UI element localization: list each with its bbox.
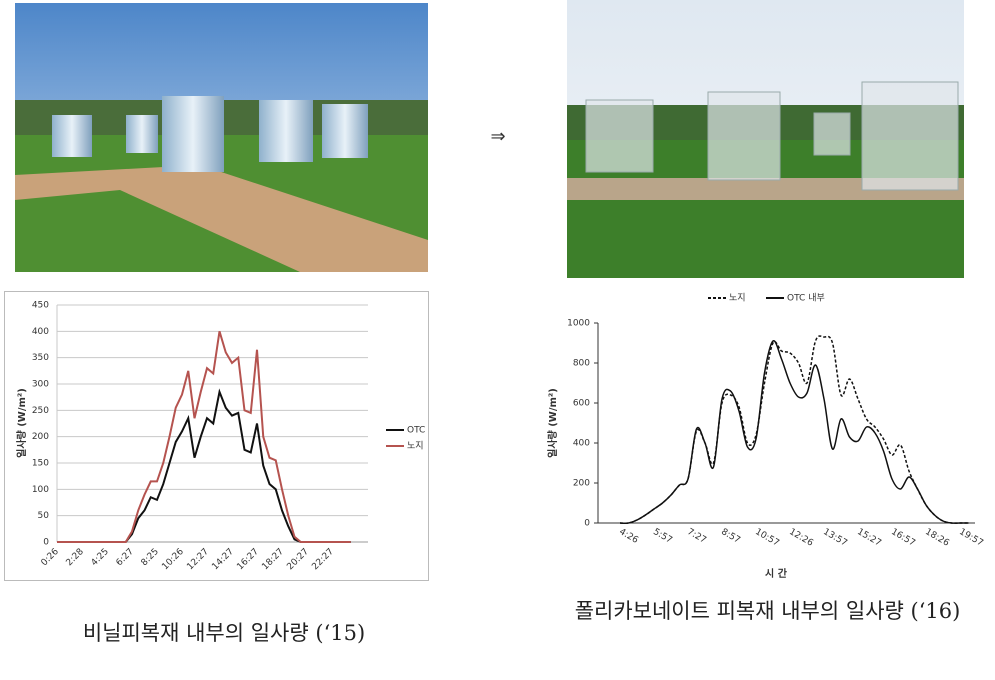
y-tick-label: 400 [32, 327, 49, 337]
y-tick-label: 300 [32, 380, 49, 390]
y-axis-title: 일사량 (W/m²) [15, 388, 28, 458]
x-tick-label: 16:27 [235, 547, 260, 572]
y-tick-label: 150 [32, 459, 49, 469]
legend-label: 노지 [729, 293, 746, 304]
x-axis-title: 시 간 [765, 567, 788, 580]
x-tick-label: 18:26 [923, 527, 951, 549]
x-tick-label: 6:27 [115, 547, 136, 568]
x-tick-label: 15:27 [855, 527, 882, 549]
x-tick-label: 20:27 [285, 547, 310, 572]
x-tick-label: 10:26 [160, 547, 186, 573]
x-tick-label: 10:57 [753, 527, 780, 549]
x-tick-label: 2:28 [65, 547, 87, 569]
x-tick-label: 16:57 [889, 527, 916, 549]
y-tick-label: 400 [573, 439, 590, 449]
x-tick-label: 7:27 [685, 527, 708, 546]
x-tick-label: 8:25 [140, 547, 161, 568]
photo-vinyl [15, 3, 428, 272]
y-axis-title: 일사량 (W/m²) [546, 388, 559, 458]
y-tick-label: 0 [584, 519, 590, 529]
y-tick-label: 450 [32, 301, 49, 311]
caption: 비닐피복재 내부의 일사량 (‘15) [82, 621, 366, 645]
x-tick-label: 8:57 [719, 527, 742, 546]
x-tick-label: 0:26 [40, 547, 62, 569]
legend-label: 노지 [407, 441, 424, 452]
series-line [57, 331, 351, 543]
caption: 폴리카보네이트 피복재 내부의 일사량 (‘16) [574, 599, 961, 623]
x-tick-label: 13:57 [821, 527, 848, 549]
series-line [57, 388, 351, 543]
x-tick-label: 4:26 [617, 527, 640, 546]
x-tick-label: 22:27 [310, 547, 335, 572]
x-tick-label: 18:27 [260, 547, 285, 572]
series-line [619, 340, 969, 524]
y-tick-label: 600 [573, 399, 590, 409]
y-tick-label: 250 [32, 406, 49, 416]
x-tick-label: 5:57 [651, 527, 674, 546]
chart-frame [4, 291, 429, 581]
legend-label: OTC [407, 426, 425, 436]
x-tick-label: 12:27 [185, 547, 210, 572]
x-tick-label: 12:26 [787, 527, 815, 549]
y-tick-label: 200 [573, 479, 590, 489]
y-tick-label: 350 [32, 353, 49, 363]
legend-label: OTC 내부 [787, 293, 825, 304]
y-tick-label: 50 [38, 511, 50, 521]
series-line [619, 335, 969, 524]
x-tick-label: 14:27 [210, 547, 235, 572]
y-tick-label: 200 [32, 432, 49, 442]
y-tick-label: 1000 [567, 319, 590, 329]
y-tick-label: 800 [573, 359, 590, 369]
x-tick-label: 4:25 [90, 547, 111, 568]
x-tick-label: 19:57 [957, 527, 984, 549]
y-tick-label: 0 [43, 538, 49, 548]
y-tick-label: 100 [32, 485, 49, 495]
photo-polycarbonate [567, 0, 964, 278]
arrow: ⇒ [490, 126, 505, 147]
